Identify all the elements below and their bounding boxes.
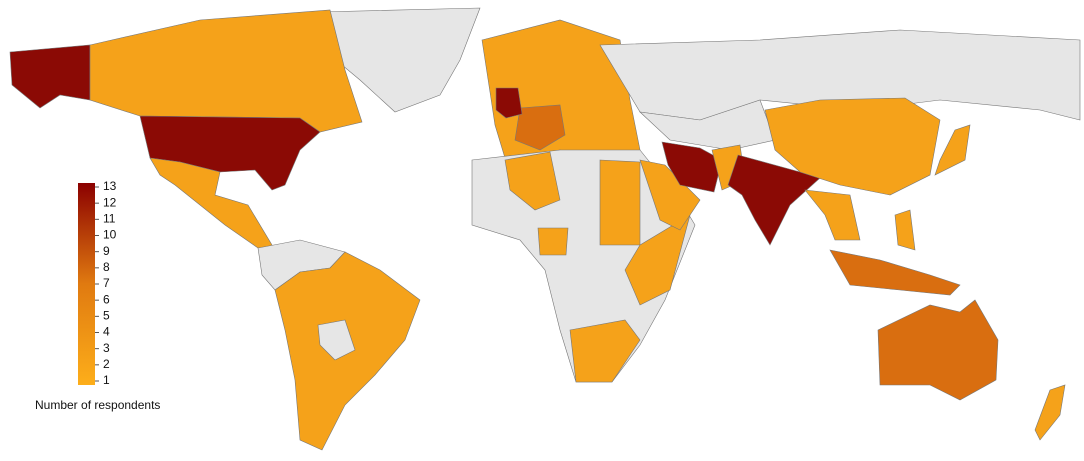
indonesia	[829, 249, 961, 296]
legend-tick-label: 2	[103, 357, 110, 371]
color-scale	[78, 183, 95, 385]
canada	[89, 9, 363, 133]
legend-tick-label: 7	[103, 276, 110, 290]
legend-tick-label: 10	[103, 228, 117, 242]
legend-tick-label: 5	[103, 309, 110, 323]
countries	[9, 7, 1081, 451]
western-europe	[514, 104, 566, 151]
legend-title: Number of respondents	[35, 398, 160, 412]
egypt-sudan	[599, 159, 641, 246]
legend-tick-label: 11	[103, 212, 116, 226]
southern-africa	[569, 319, 641, 383]
legend-tick-label: 9	[103, 244, 110, 258]
alaska	[9, 44, 91, 109]
legend-tick-label: 4	[103, 325, 110, 339]
nigeria	[537, 227, 569, 256]
australia	[877, 299, 999, 401]
china	[764, 97, 941, 196]
legend-tick-label: 12	[103, 195, 117, 209]
bolivia-paraguay	[317, 319, 356, 361]
new-zealand	[1034, 384, 1066, 441]
legend-tick-label: 6	[103, 292, 110, 306]
japan	[934, 124, 971, 176]
iran	[661, 141, 723, 193]
legend-tick-label: 8	[103, 260, 110, 274]
legend-tick-label: 3	[103, 341, 110, 355]
united-kingdom	[495, 87, 523, 119]
philippines	[894, 209, 916, 251]
algeria	[504, 151, 561, 211]
arabia	[639, 159, 701, 231]
southeast-asia	[804, 189, 861, 241]
legend-tick-label: 13	[103, 179, 117, 193]
legend-tick-label: 1	[103, 373, 110, 387]
